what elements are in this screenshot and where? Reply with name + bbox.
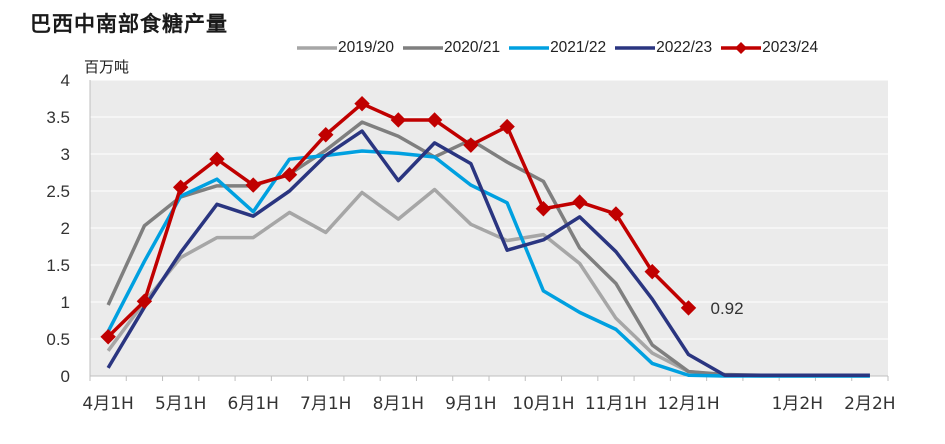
legend-item: 2019/20: [296, 39, 394, 57]
data-point-marker: [608, 206, 624, 222]
x-tick-label: 4月1H: [82, 394, 133, 414]
data-point-marker: [209, 151, 225, 167]
legend-label: 2023/24: [762, 39, 819, 56]
data-point-marker: [354, 95, 370, 112]
data-point-marker: [644, 263, 660, 280]
y-tick-label: 3.5: [46, 108, 70, 127]
legend-swatch: [509, 46, 550, 50]
legend-item: 2023/24: [720, 39, 818, 57]
y-tick-label: 2: [61, 219, 70, 238]
series-line: [106, 129, 870, 378]
legend-swatch: [721, 42, 762, 54]
data-point-marker: [499, 118, 515, 135]
legend-label: 2020/21: [444, 39, 501, 56]
y-tick-label: 1: [61, 293, 70, 312]
legend-label: 2019/20: [338, 39, 395, 56]
x-tick-label: 5月1H: [155, 394, 206, 414]
y-tick-label: 1.5: [46, 256, 70, 275]
grid-lines: [90, 79, 888, 340]
x-tick-label: 8月1H: [373, 394, 424, 414]
annotations: 0.92: [711, 299, 744, 318]
x-tick-label: 12月1H: [657, 394, 719, 414]
legend-item: 2021/22: [508, 39, 606, 57]
y-tick-label: 2.5: [46, 182, 70, 201]
series-lines: [100, 95, 870, 378]
data-point-marker: [245, 177, 261, 193]
data-point-marker: [136, 293, 153, 309]
y-tick-labels: 0 0.5 1 1.5 2 2.5 3 3.5 4: [46, 71, 70, 386]
x-tick-label: 7月1H: [300, 394, 351, 414]
legend-item: 2022/23: [614, 39, 712, 57]
chart-legend: 2019/20 2020/21 2021/22 2022/23 2023/24: [296, 39, 826, 57]
legend-label: 2021/22: [550, 39, 607, 56]
x-tick-label: 11月1H: [585, 394, 647, 414]
data-label: 0.92: [711, 299, 744, 318]
chart-title: 巴西中南部食糖产量: [30, 11, 228, 36]
legend-item: 2020/21: [402, 39, 500, 57]
legend-swatch: [615, 46, 656, 50]
x-tick-label: 2月2H: [844, 394, 895, 414]
y-tick-label: 4: [61, 71, 70, 90]
y-tick-label: 3: [61, 145, 70, 164]
series-2022-23: [106, 129, 870, 378]
x-tick-labels: 4月1H 5月1H 6月1H 7月1H 8月1H 9月1H 10月1H 11月1H 12月1H 1…: [82, 394, 895, 414]
x-tick-label: 9月1H: [445, 394, 496, 414]
y-axis-unit: 百万吨: [84, 58, 130, 76]
legend-swatch: [297, 46, 337, 50]
series-2023-24: [100, 95, 697, 345]
legend-label: 2022/23: [656, 39, 713, 56]
data-point-marker: [426, 112, 443, 128]
x-tick-label: 6月1H: [228, 394, 279, 414]
y-tick-label: 0: [61, 367, 70, 386]
x-tick-label: 1月2H: [772, 394, 823, 414]
data-point-marker: [463, 137, 479, 153]
data-point-marker: [571, 194, 588, 210]
legend-swatch: [403, 46, 444, 50]
data-point-marker: [100, 329, 116, 345]
data-point-marker: [318, 127, 334, 143]
data-point-marker: [172, 179, 189, 196]
y-tick-label: 0.5: [46, 330, 70, 349]
x-tick-label: 10月1H: [512, 394, 574, 414]
data-point-marker: [390, 112, 407, 128]
data-point-marker: [680, 300, 697, 316]
data-point-marker: [281, 167, 298, 183]
data-point-marker: [535, 201, 552, 217]
